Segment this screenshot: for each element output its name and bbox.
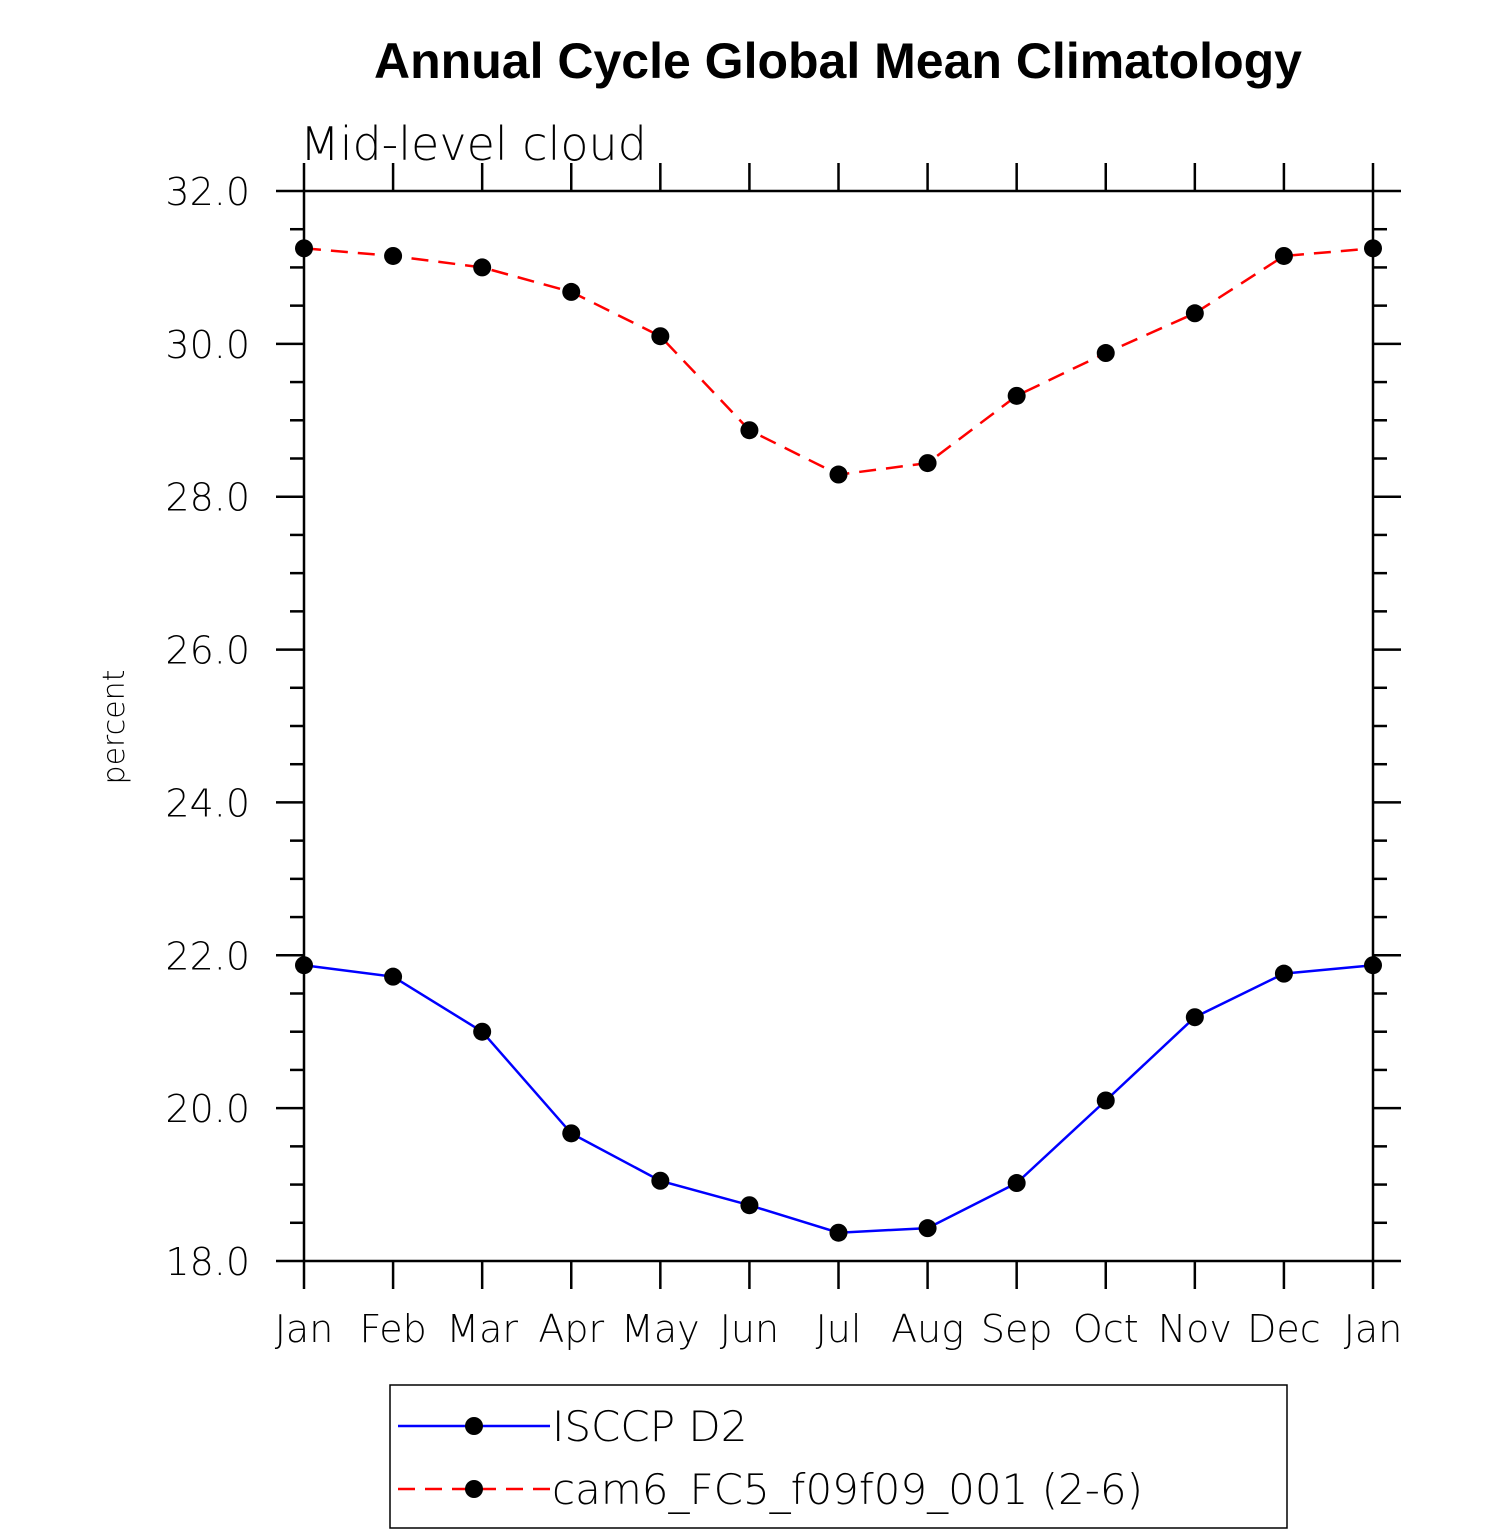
series-1-point: [1007, 1174, 1026, 1193]
x-tick-label: Mar: [446, 1307, 518, 1351]
legend-label-1: ISCCP D2: [552, 1402, 747, 1451]
y-tick-label: 18.0: [165, 1240, 250, 1284]
x-tick-label: Apr: [538, 1307, 604, 1351]
legend-box: [389, 1384, 1288, 1529]
y-tick-label: 20.0: [165, 1087, 250, 1131]
legend-marker-2: [465, 1480, 483, 1498]
series-2-point: [384, 246, 403, 265]
series-1-point: [1096, 1091, 1115, 1110]
x-tick-label: Oct: [1073, 1307, 1139, 1351]
series-1-point: [562, 1124, 581, 1143]
y-tick-label: 30.0: [165, 323, 250, 367]
series-2-point: [295, 239, 313, 258]
y-tick-label: 28.0: [165, 476, 250, 520]
legend: ISCCP D2 cam6_FC5_f09f09_001 (2-6): [389, 1384, 1288, 1529]
x-tick-label: Sep: [981, 1307, 1053, 1351]
y-tick-label: 22.0: [165, 934, 250, 978]
series-2-point: [829, 465, 848, 484]
legend-label-2: cam6_FC5_f09f09_001 (2-6): [552, 1465, 1143, 1514]
series-2-point: [1007, 386, 1026, 405]
series-2-point: [740, 421, 759, 440]
series-layer: [295, 239, 1382, 1242]
series-2-point: [1185, 304, 1204, 323]
x-tick-label: Jul: [816, 1307, 862, 1351]
series-1-point: [1185, 1008, 1204, 1027]
series-2-point: [473, 258, 492, 277]
series-1-point: [918, 1219, 937, 1238]
series-2-point: [1096, 344, 1115, 363]
series-2-point: [651, 327, 670, 346]
series-1-point: [1364, 956, 1382, 975]
series-1-point: [1274, 964, 1293, 983]
series-line-1: [303, 963, 1374, 1234]
chart-title: Annual Cycle Global Mean Climatology: [374, 33, 1302, 89]
series-1-point: [740, 1196, 759, 1215]
series-2-point: [1364, 239, 1382, 258]
x-tick-label: Jun: [720, 1307, 779, 1351]
series-1-point: [829, 1223, 848, 1242]
series-1-point: [651, 1171, 670, 1190]
axes: 18.0 20.0 22.0 24.0 26.0 28.0 30.0 32.0 Jan Feb Ma…: [165, 163, 1402, 1351]
x-tick-label: Aug: [891, 1307, 964, 1351]
series-2-point: [1274, 246, 1293, 265]
series-2-point: [918, 454, 937, 473]
plot-frame: [302, 189, 1375, 1263]
x-tick-label: Nov: [1158, 1307, 1232, 1351]
x-tick-label: May: [621, 1307, 700, 1351]
series-2-point: [562, 282, 581, 301]
x-tick-label: Jan: [275, 1307, 334, 1351]
chart-subtitle: Mid-level cloud: [300, 117, 647, 171]
y-axis-label: percent: [97, 670, 132, 785]
x-tick-label: Jan: [1344, 1307, 1403, 1351]
x-tick-label: Dec: [1247, 1307, 1321, 1351]
series-1-point: [384, 967, 403, 986]
y-tick-label: 26.0: [165, 629, 250, 673]
series-1-point: [295, 956, 313, 975]
x-tick-label: Feb: [359, 1307, 426, 1351]
series-line-2: [303, 247, 1374, 476]
y-tick-label: 24.0: [165, 781, 250, 825]
series-1-point: [473, 1022, 492, 1041]
y-tick-label: 32.0: [165, 170, 250, 214]
legend-marker-1: [465, 1417, 483, 1435]
